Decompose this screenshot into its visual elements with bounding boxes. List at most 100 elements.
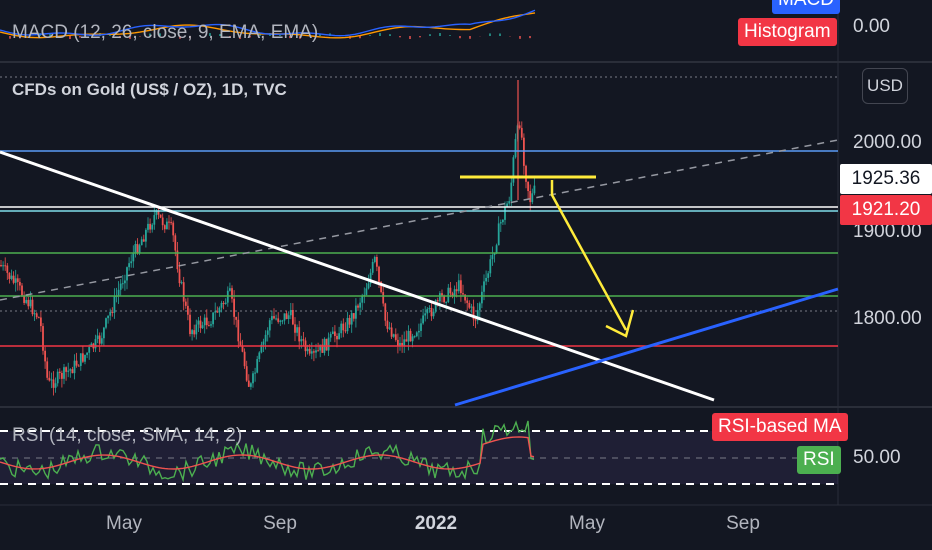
candle-body [50, 379, 53, 381]
candle-body [86, 352, 88, 355]
candle-body [315, 350, 317, 353]
candle-body [247, 380, 250, 387]
candle-body [411, 336, 414, 342]
candle-body [56, 371, 59, 384]
candle-body [468, 302, 471, 308]
candle-body [369, 272, 372, 284]
candle-body [82, 353, 84, 362]
rsi-ma-legend-badge: RSI-based MA [712, 413, 848, 441]
macd-indicator-label[interactable]: MACD (12, 26, close, 9, EMA, EMA) [12, 22, 319, 43]
candle-body [161, 217, 164, 226]
candle-body [441, 293, 443, 297]
candle-body [14, 278, 17, 283]
candle-body [413, 336, 416, 338]
candle-body [361, 296, 364, 303]
candle-body [140, 239, 143, 246]
candle-body [237, 319, 240, 342]
candle-body [380, 281, 382, 293]
candle-body [145, 229, 147, 242]
candle-body [73, 360, 76, 374]
blue-trend-line[interactable] [454, 287, 839, 407]
candle-body [348, 317, 351, 325]
candle-body [390, 327, 393, 337]
candle-body [292, 310, 294, 325]
candle-body [497, 223, 500, 246]
candle-body [445, 301, 448, 303]
yellow-arrow[interactable] [550, 180, 628, 331]
white-trend-line[interactable] [0, 150, 715, 402]
candle-body [105, 318, 107, 328]
candle-body [262, 341, 265, 345]
candle-body [352, 313, 355, 319]
candle-body [508, 201, 511, 204]
candle-body [151, 224, 154, 230]
price-axis-label-1800: 1800.00 [853, 308, 922, 329]
candle-body [134, 244, 137, 254]
currency-button[interactable]: USD [862, 68, 908, 104]
time-label-may-2022: May [569, 513, 605, 534]
candle-body [147, 223, 149, 230]
candle-body [10, 275, 13, 279]
macd-line [0, 9, 536, 37]
candle-body [359, 302, 361, 308]
candle-body [35, 313, 38, 318]
candle-body [460, 280, 462, 294]
candle-body [187, 305, 189, 315]
candle-body [397, 339, 399, 346]
candle-body [193, 330, 196, 335]
candle-body [46, 361, 49, 378]
candle-body [401, 342, 403, 347]
candle-body [113, 296, 116, 313]
candle-body [426, 308, 429, 314]
rsi-axis-value: 50.00 [853, 447, 901, 468]
candle-body [0, 265, 2, 267]
candle-body [520, 127, 523, 138]
candle-body [121, 283, 124, 285]
candle-body [283, 313, 286, 321]
candle-body [264, 334, 267, 342]
candle-body [52, 379, 55, 388]
candle-body [409, 330, 412, 342]
candle-body [168, 221, 170, 223]
candle-body [331, 331, 334, 334]
candle-body [439, 293, 441, 302]
candle-body [487, 273, 490, 278]
candle-body [271, 316, 273, 321]
candle-body [155, 210, 158, 216]
candle-body [63, 367, 65, 379]
yellow-arrowhead [605, 309, 635, 338]
candle-body [77, 365, 80, 367]
candle-body [474, 319, 477, 321]
candle-body [119, 283, 122, 290]
symbol-title[interactable]: CFDs on Gold (US$ / OZ), 1D, TVC [12, 80, 287, 99]
candle-body [136, 244, 139, 254]
candle-body [130, 261, 133, 264]
candle-body [21, 285, 23, 296]
candle-body [126, 267, 128, 281]
candle-body [208, 325, 210, 327]
candle-body [258, 352, 261, 360]
candle-body [197, 320, 200, 325]
candle-body [327, 337, 330, 351]
rsi-indicator-label[interactable]: RSI (14, close, SMA, 14, 2) [12, 425, 243, 446]
candle-body [319, 344, 322, 351]
candle-body [499, 222, 502, 224]
candle-body [170, 222, 172, 224]
candle-body [103, 327, 105, 339]
candle-body [367, 283, 370, 289]
candles-group[interactable] [0, 80, 536, 396]
candle-body [37, 317, 40, 319]
candle-body [378, 266, 380, 282]
candle-body [407, 330, 410, 342]
candle-body [306, 348, 309, 352]
candle-body [527, 181, 529, 192]
dashed-trend-line[interactable] [0, 139, 839, 301]
candle-body [478, 303, 481, 311]
price-axis-label-2000: 2000.00 [853, 132, 922, 153]
candle-body [514, 139, 517, 158]
candle-body [176, 250, 179, 270]
candle-body [16, 278, 19, 282]
price-axis-label-1900: 1900.00 [853, 221, 922, 242]
candle-body [142, 239, 145, 242]
